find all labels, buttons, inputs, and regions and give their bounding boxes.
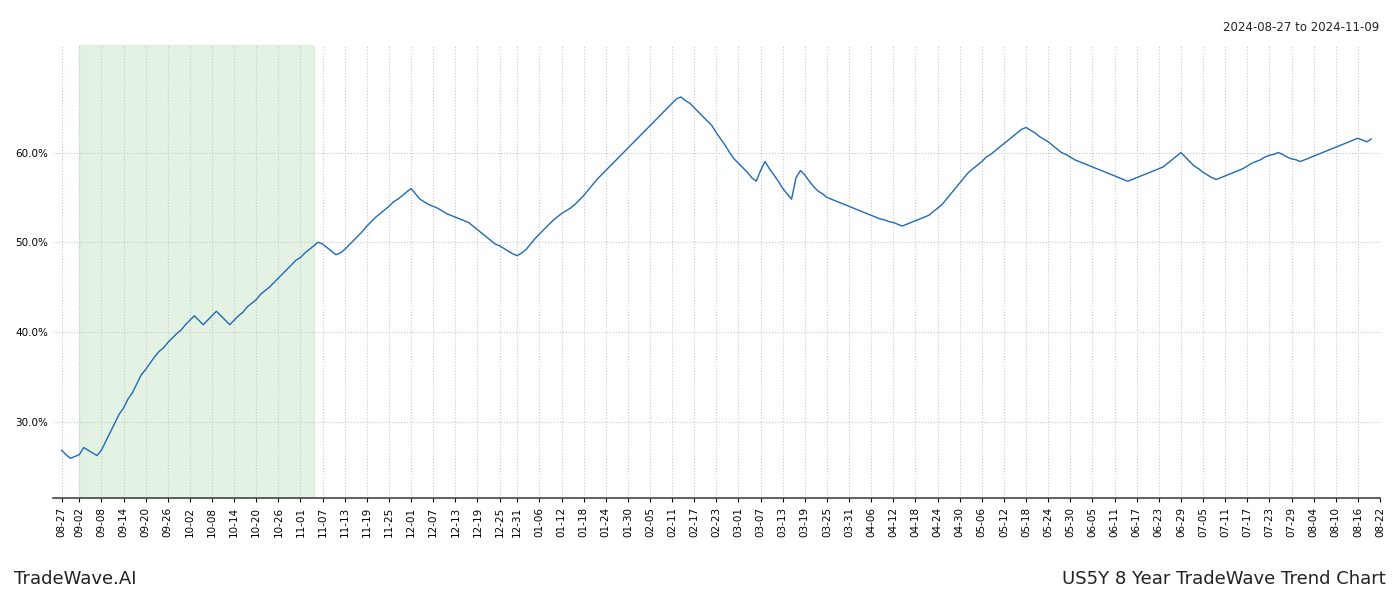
Bar [80,45,314,498]
Text: 2024-08-27 to 2024-11-09: 2024-08-27 to 2024-11-09 [1222,21,1379,34]
Text: US5Y 8 Year TradeWave Trend Chart: US5Y 8 Year TradeWave Trend Chart [1063,570,1386,588]
Text: TradeWave.AI: TradeWave.AI [14,570,137,588]
